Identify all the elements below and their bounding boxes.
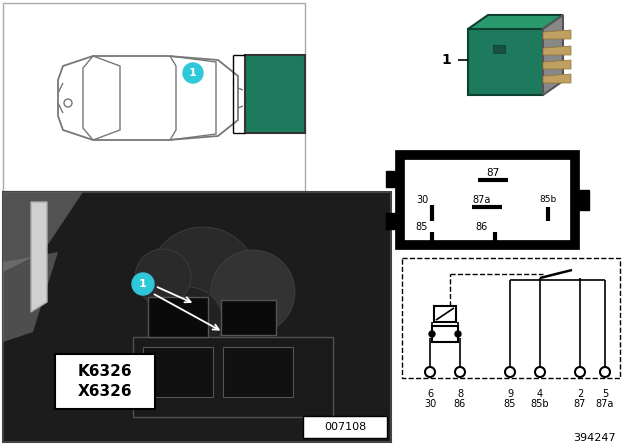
Bar bbox=[133, 337, 333, 417]
Circle shape bbox=[505, 367, 515, 377]
Circle shape bbox=[183, 63, 203, 83]
Text: 1: 1 bbox=[139, 279, 147, 289]
Text: 5: 5 bbox=[602, 389, 608, 399]
Text: 85: 85 bbox=[416, 222, 428, 232]
Bar bbox=[402, 258, 620, 378]
Text: 1: 1 bbox=[441, 53, 451, 67]
Circle shape bbox=[135, 249, 191, 305]
Text: 86: 86 bbox=[476, 222, 488, 232]
Text: 2: 2 bbox=[577, 389, 583, 399]
Circle shape bbox=[153, 287, 223, 357]
Circle shape bbox=[455, 367, 465, 377]
Bar bbox=[223, 347, 293, 397]
Bar bbox=[434, 306, 456, 322]
Polygon shape bbox=[543, 46, 571, 55]
Bar bbox=[143, 347, 213, 397]
Circle shape bbox=[211, 250, 295, 334]
Polygon shape bbox=[468, 15, 563, 29]
Text: 87a: 87a bbox=[473, 195, 491, 205]
Text: 87a: 87a bbox=[596, 399, 614, 409]
Bar bbox=[3, 192, 391, 442]
Text: 1: 1 bbox=[189, 68, 197, 78]
Bar bbox=[221, 300, 276, 335]
Bar bbox=[386, 171, 400, 187]
Bar bbox=[55, 354, 155, 409]
Circle shape bbox=[148, 227, 258, 337]
Text: 85b: 85b bbox=[531, 399, 549, 409]
Text: 87: 87 bbox=[574, 399, 586, 409]
Text: 30: 30 bbox=[416, 195, 428, 205]
Polygon shape bbox=[543, 15, 563, 95]
Text: 6: 6 bbox=[427, 389, 433, 399]
Circle shape bbox=[455, 331, 461, 337]
Circle shape bbox=[600, 367, 610, 377]
Bar bbox=[245, 55, 305, 133]
Text: X6326: X6326 bbox=[77, 384, 132, 400]
Bar bbox=[386, 213, 400, 229]
Circle shape bbox=[535, 367, 545, 377]
Circle shape bbox=[575, 367, 585, 377]
Text: 007108: 007108 bbox=[324, 422, 366, 432]
Bar bbox=[493, 45, 505, 53]
Bar bbox=[303, 416, 387, 438]
Circle shape bbox=[64, 99, 72, 107]
Bar bbox=[148, 297, 208, 337]
Polygon shape bbox=[543, 30, 571, 39]
Polygon shape bbox=[543, 60, 571, 69]
Bar bbox=[400, 155, 575, 245]
Text: 9: 9 bbox=[507, 389, 513, 399]
Circle shape bbox=[429, 331, 435, 337]
Text: 394247: 394247 bbox=[573, 433, 616, 443]
Text: 86: 86 bbox=[454, 399, 466, 409]
Text: 85: 85 bbox=[504, 399, 516, 409]
Text: 30: 30 bbox=[424, 399, 436, 409]
Polygon shape bbox=[543, 74, 571, 83]
Bar bbox=[3, 3, 305, 191]
Text: 87: 87 bbox=[486, 168, 500, 178]
Bar bbox=[432, 326, 458, 342]
Bar bbox=[575, 190, 589, 210]
Text: K6326: K6326 bbox=[77, 365, 132, 379]
Circle shape bbox=[425, 367, 435, 377]
Text: 4: 4 bbox=[537, 389, 543, 399]
Circle shape bbox=[132, 273, 154, 295]
Text: 85b: 85b bbox=[540, 195, 557, 204]
Polygon shape bbox=[3, 192, 83, 272]
Polygon shape bbox=[31, 202, 47, 312]
Polygon shape bbox=[3, 252, 58, 342]
Text: 8: 8 bbox=[457, 389, 463, 399]
Bar bbox=[468, 29, 543, 95]
